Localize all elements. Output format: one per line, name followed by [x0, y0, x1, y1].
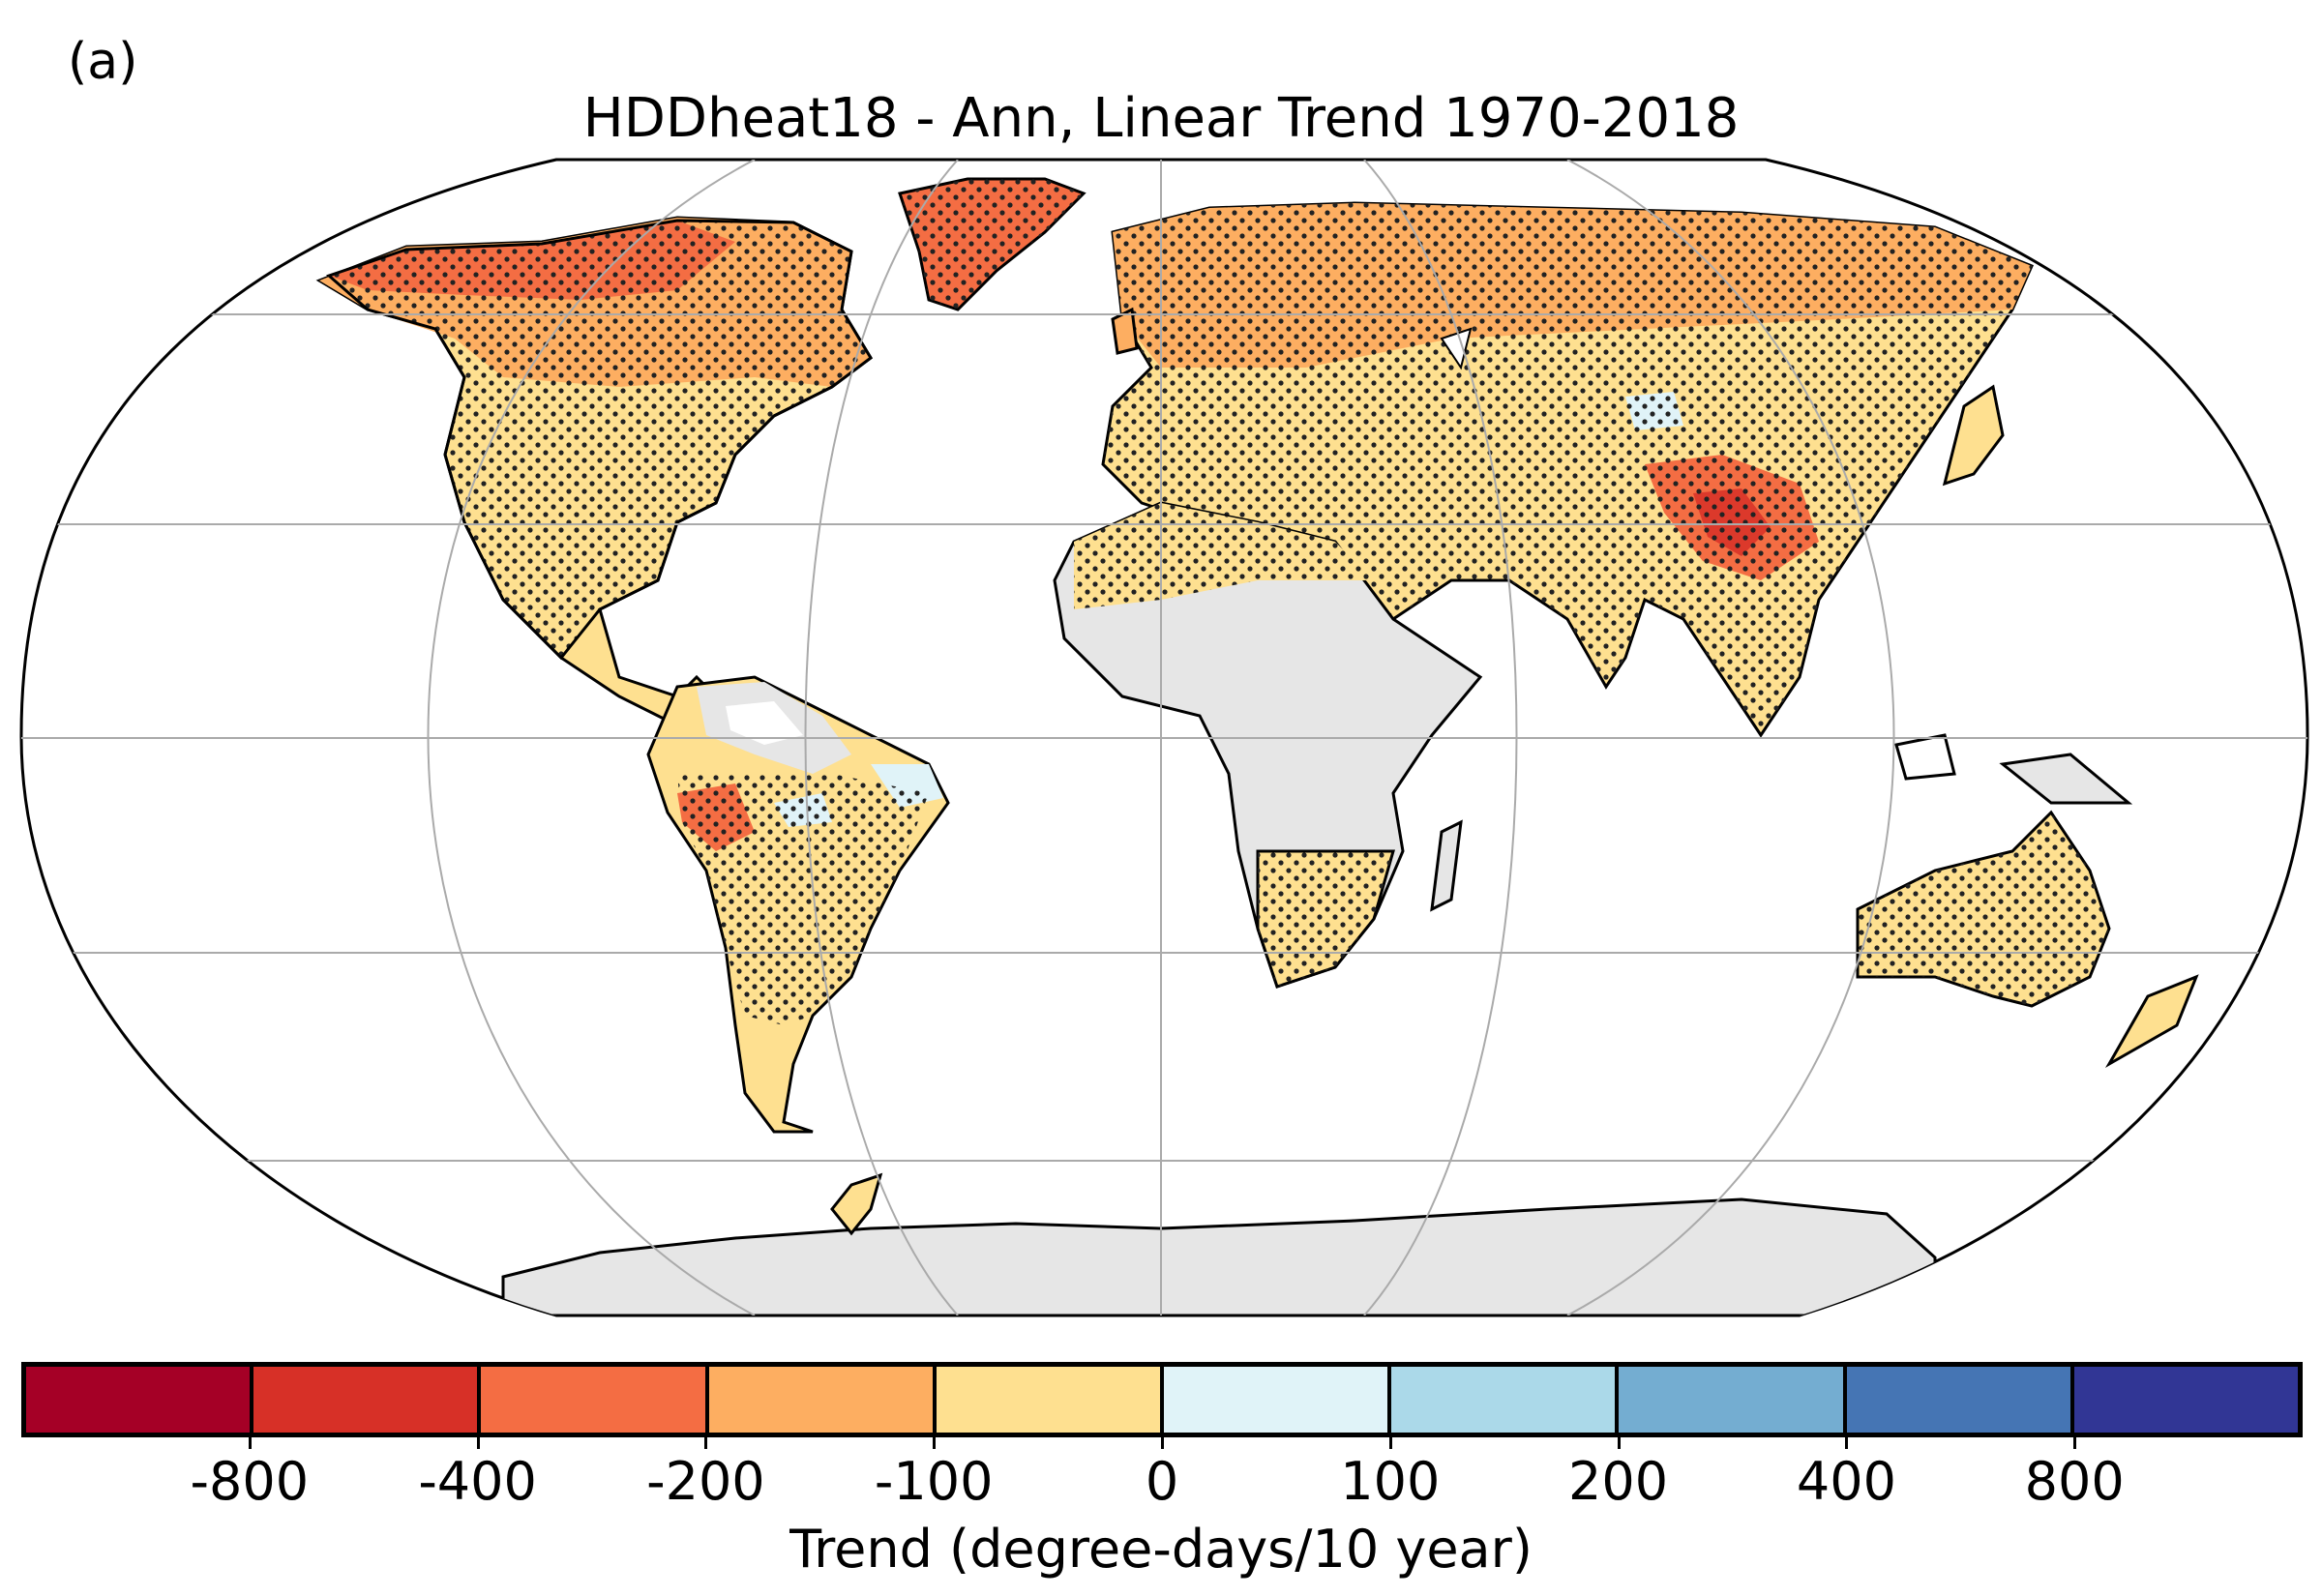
- colorbar-label: Trend (degree-days/10 year): [789, 1519, 1533, 1580]
- colorbar-tick-mark: [704, 1437, 708, 1449]
- colorbar-segment: [253, 1367, 482, 1433]
- colorbar-segment: [2073, 1367, 2299, 1433]
- uk: [1111, 307, 1139, 355]
- new-zealand: [2104, 974, 2199, 1069]
- colorbar-tick-label: 0: [1145, 1451, 1179, 1512]
- colorbar-segment: [1164, 1367, 1392, 1433]
- panel-label: (a): [68, 33, 138, 91]
- colorbar-tick-label: -400: [418, 1451, 537, 1512]
- colorbar-tick-label: 400: [1796, 1451, 1896, 1512]
- colorbar-segment: [936, 1367, 1165, 1433]
- antarctic-peninsula: [830, 1172, 883, 1236]
- borneo: [1894, 733, 1956, 781]
- colorbar-segment: [1619, 1367, 1847, 1433]
- madagascar-sea-1: [1440, 327, 1473, 370]
- colorbar-segment: [1846, 1367, 2074, 1433]
- colorbar-tick-mark: [1617, 1437, 1621, 1449]
- colorbar-tick-mark: [2073, 1437, 2077, 1449]
- colorbar-tick-mark: [933, 1437, 937, 1449]
- colorbar-tick-mark: [1845, 1437, 1849, 1449]
- map-title: HDDheat18 - Ann, Linear Trend 1970-2018: [582, 87, 1740, 150]
- colorbar-tick-mark: [476, 1437, 480, 1449]
- colorbar-tick-label: -200: [646, 1451, 765, 1512]
- colorbar-tick-label: -800: [190, 1451, 310, 1512]
- colorbar-tick-label: 100: [1340, 1451, 1441, 1512]
- colorbar: [21, 1362, 2303, 1437]
- colorbar-segment: [708, 1367, 937, 1433]
- colorbar-segment: [481, 1367, 709, 1433]
- world-map: [19, 158, 2309, 1317]
- colorbar-segment: [1391, 1367, 1620, 1433]
- colorbar-tick-mark: [248, 1437, 252, 1449]
- graticule: [21, 160, 2307, 1315]
- japan: [1942, 384, 2005, 487]
- north-america-hatch: [326, 219, 873, 661]
- new-guinea: [1999, 753, 2133, 805]
- colorbar-segment: [26, 1367, 254, 1433]
- madagascar: [1430, 819, 1463, 912]
- colorbar-tick-label: -100: [874, 1451, 994, 1512]
- colorbar-tick-mark: [1161, 1437, 1164, 1449]
- amazon-white: [726, 701, 803, 745]
- colorbar-tick-label: 200: [1568, 1451, 1669, 1512]
- colorbar-tick-mark: [1388, 1437, 1392, 1449]
- colorbar-tick-label: 800: [2024, 1451, 2125, 1512]
